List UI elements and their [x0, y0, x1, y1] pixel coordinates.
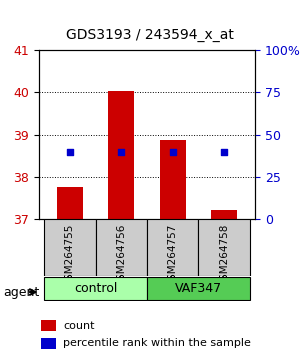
Text: GSM264758: GSM264758	[219, 222, 229, 286]
FancyBboxPatch shape	[96, 219, 147, 276]
Text: GSM264756: GSM264756	[116, 224, 126, 287]
FancyBboxPatch shape	[44, 219, 96, 276]
Text: percentile rank within the sample: percentile rank within the sample	[63, 338, 251, 348]
Text: GSM264758: GSM264758	[219, 224, 229, 287]
FancyBboxPatch shape	[198, 219, 250, 276]
Text: agent: agent	[3, 286, 39, 298]
Bar	[160, 139, 186, 219]
Text: count: count	[63, 321, 94, 331]
FancyBboxPatch shape	[147, 278, 250, 299]
Text: GDS3193 / 243594_x_at: GDS3193 / 243594_x_at	[66, 28, 234, 42]
Bar	[41, 320, 56, 331]
Bar	[41, 338, 56, 349]
Point	[222, 149, 226, 155]
FancyBboxPatch shape	[44, 278, 147, 299]
Text: GSM264755: GSM264755	[65, 222, 75, 286]
Bar	[57, 187, 83, 219]
Text: GSM264757: GSM264757	[168, 224, 178, 287]
Text: GSM264755: GSM264755	[65, 224, 75, 287]
Point	[68, 149, 72, 155]
Text: GSM264756: GSM264756	[116, 222, 126, 286]
Bar	[211, 210, 237, 219]
Point	[170, 149, 175, 155]
Text: GSM264757: GSM264757	[168, 222, 178, 286]
Point	[119, 149, 124, 155]
Text: control: control	[74, 282, 117, 295]
Text: VAF347: VAF347	[175, 282, 222, 295]
Bar	[108, 91, 134, 219]
FancyBboxPatch shape	[147, 219, 198, 276]
